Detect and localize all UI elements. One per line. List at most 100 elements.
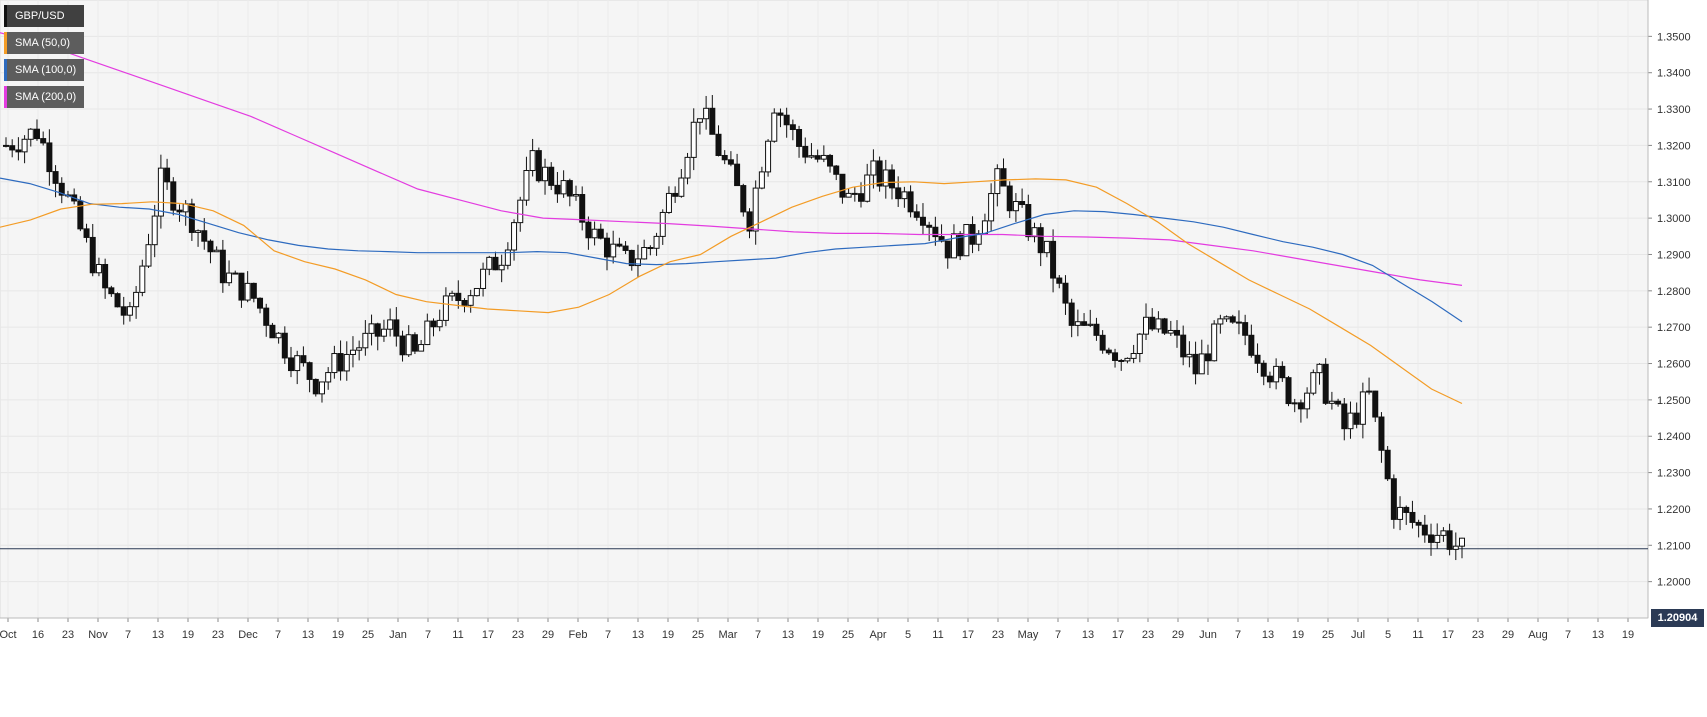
candle-body [1155, 318, 1162, 330]
candle-body [1366, 390, 1373, 393]
candle-body [957, 233, 964, 257]
candle-body [1037, 227, 1044, 254]
candle-body [1068, 302, 1075, 326]
x-tick-label: 29 [1502, 629, 1514, 641]
candle-body [641, 247, 648, 260]
y-tick-label: 1.2200 [1657, 504, 1691, 516]
x-tick-label: Mar [719, 629, 738, 641]
candle-body [994, 168, 1001, 195]
x-tick-label: 17 [1112, 629, 1124, 641]
candle-body [164, 167, 171, 183]
candle-body [517, 199, 524, 224]
candle-body [1074, 321, 1081, 326]
candle-body [21, 138, 28, 153]
candle-body [833, 165, 840, 175]
legend-item-sma100[interactable]: SMA (100,0) [4, 59, 85, 81]
x-tick-label: 23 [1472, 629, 1484, 641]
candle-body [1260, 362, 1267, 377]
candle-body [1273, 365, 1280, 383]
candle-body [95, 264, 102, 274]
legend-item-sma50[interactable]: SMA (50,0) [4, 32, 85, 54]
candle-body [257, 297, 264, 309]
candle-body [306, 362, 313, 380]
x-tick-label: 7 [755, 629, 761, 641]
candle-body [796, 129, 803, 147]
candle-body [77, 200, 84, 230]
candle-body [337, 353, 344, 372]
candle-body [864, 174, 871, 202]
candle-body [40, 138, 47, 144]
candle-body [399, 335, 406, 356]
candle-body [27, 128, 34, 140]
candle-body [777, 112, 784, 116]
candle-body [430, 320, 437, 328]
candle-body [1328, 400, 1335, 404]
candle-body [1428, 534, 1435, 543]
x-tick-label: 23 [1142, 629, 1154, 641]
candle-body [814, 155, 821, 160]
candle-body [1167, 329, 1174, 334]
candle-body [1223, 316, 1230, 320]
y-tick-label: 1.2900 [1657, 249, 1691, 261]
candle-body [1112, 352, 1119, 361]
x-tick-label: 7 [1235, 629, 1241, 641]
candle-body [145, 244, 152, 267]
candle-body [473, 287, 480, 297]
candle-body [1192, 353, 1199, 375]
x-tick-label: 7 [125, 629, 131, 641]
sma50-line [0, 178, 1463, 405]
candle-body [83, 228, 90, 238]
legend-item-symbol[interactable]: GBP/USD [4, 5, 85, 27]
candle-body [845, 192, 852, 198]
x-tick-label: Apr [869, 629, 886, 641]
candle-body [1081, 321, 1088, 326]
candle-body [244, 282, 251, 301]
candle-body [1322, 363, 1329, 404]
candle-body [975, 233, 982, 245]
candle-body [802, 145, 809, 158]
candle-body [455, 292, 462, 302]
candle-body [201, 230, 208, 242]
candle-body [114, 293, 121, 308]
y-tick-label: 1.2800 [1657, 286, 1691, 298]
candle-body [1229, 316, 1236, 323]
candle-body [542, 166, 549, 182]
legend: GBP/USD SMA (50,0) SMA (100,0) SMA (200,… [4, 5, 85, 113]
candle-body [1254, 354, 1261, 364]
candle-body [1025, 204, 1032, 238]
candle-body [33, 128, 40, 140]
x-tick-label: Oct [0, 629, 17, 641]
x-tick-label: Jun [1199, 629, 1217, 641]
x-tick-label: 19 [182, 629, 194, 641]
x-tick-label: 19 [1622, 629, 1634, 641]
candle-body [498, 264, 505, 271]
x-tick-label: 7 [605, 629, 611, 641]
candle-body [449, 292, 456, 297]
candle-body [988, 193, 995, 222]
candle-body [1266, 375, 1273, 383]
candle-body [603, 237, 610, 258]
candle-body [1019, 201, 1026, 206]
candle-body [1242, 322, 1249, 336]
candle-body [387, 319, 394, 330]
candle-body [901, 191, 908, 200]
legend-item-sma200[interactable]: SMA (200,0) [4, 86, 85, 108]
candle-body [1390, 478, 1397, 520]
candle-body [752, 187, 759, 232]
x-tick-label: 29 [542, 629, 554, 641]
candle-body [1099, 334, 1106, 351]
x-tick-label: 25 [692, 629, 704, 641]
candle-body [715, 133, 722, 156]
candle-body [1415, 521, 1422, 526]
candle-body [9, 145, 16, 151]
x-tick-label: 25 [362, 629, 374, 641]
candle-body [1434, 534, 1441, 543]
candle-body [1452, 545, 1459, 550]
candle-body [746, 211, 753, 232]
x-tick-label: 13 [632, 629, 644, 641]
candle-body [771, 112, 778, 142]
candle-body [1056, 277, 1063, 284]
candle-body [944, 240, 951, 259]
candle-body [281, 332, 288, 359]
x-tick-label: 11 [1412, 629, 1423, 641]
